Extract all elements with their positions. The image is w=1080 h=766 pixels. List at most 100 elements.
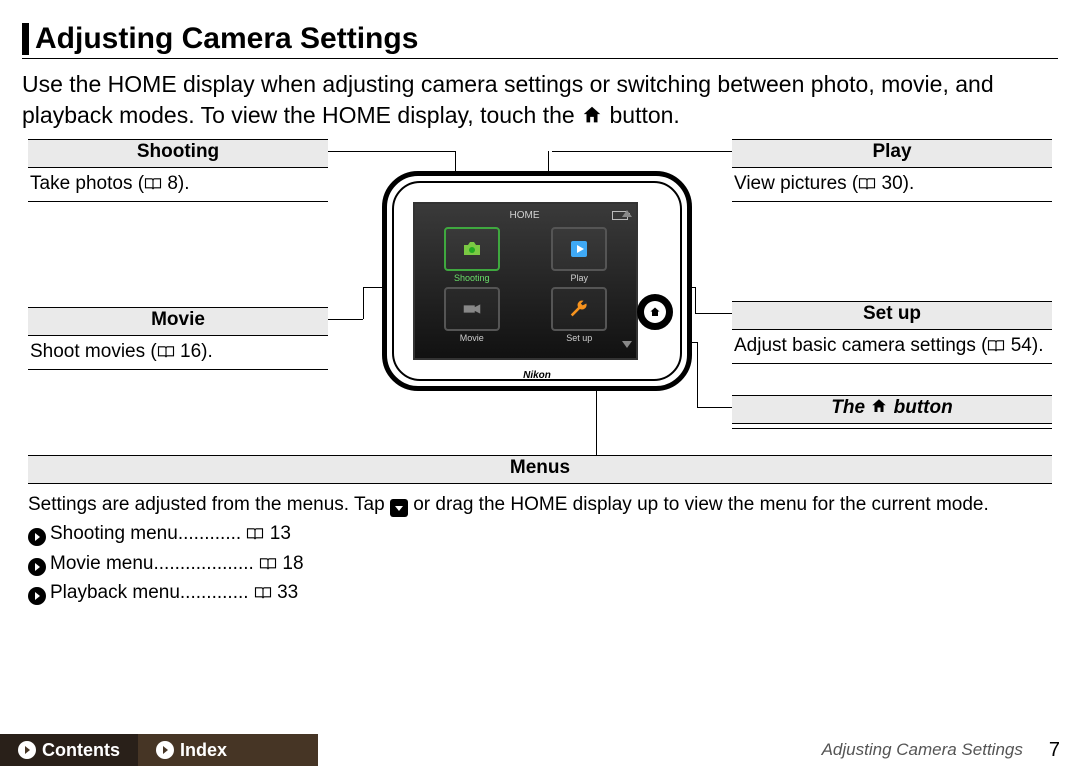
menus-desc-pre: Settings are adjusted from the menus. Ta… — [28, 494, 390, 515]
label-homebutton: The button — [732, 395, 1052, 429]
home-icon — [581, 104, 603, 126]
tile-play-box — [551, 227, 607, 271]
label-homebtn-a: The — [831, 397, 870, 418]
label-movie: Movie Shoot movies ( 16). — [28, 307, 328, 370]
menus-title: Menus — [28, 455, 1052, 484]
label-shooting-title: Shooting — [28, 139, 328, 168]
footer-index-button[interactable]: Index — [138, 734, 318, 766]
menu-link-page: 18 — [277, 553, 303, 574]
tile-shooting-label: Shooting — [454, 273, 490, 283]
movie-icon — [458, 298, 486, 320]
label-movie-pre: Shoot movies ( — [30, 341, 157, 362]
connector — [697, 342, 698, 408]
connector — [698, 407, 732, 408]
link-arrow-icon — [18, 741, 36, 759]
footer-nav: Contents Index — [0, 734, 318, 766]
home-icon — [870, 397, 888, 415]
label-setup: Set up Adjust basic camera settings ( 54… — [732, 301, 1052, 364]
tile-setup-box — [551, 287, 607, 331]
label-movie-body: Shoot movies ( 16). — [28, 336, 328, 370]
triangle-down-icon — [622, 341, 632, 348]
tile-play-label: Play — [570, 273, 588, 283]
tile-movie-box — [444, 287, 500, 331]
label-setup-body: Adjust basic camera settings ( 54). — [732, 330, 1052, 364]
connector — [328, 319, 363, 320]
footer-contents-button[interactable]: Contents — [0, 734, 138, 766]
label-play-pre: View pictures ( — [734, 173, 858, 194]
down-arrow-box-icon — [390, 499, 408, 517]
page-footer: Contents Index Adjusting Camera Settings… — [0, 734, 1080, 766]
intro-paragraph: Use the HOME display when adjusting came… — [22, 69, 1058, 131]
screen-topbar: HOME — [423, 210, 628, 221]
label-play-page: 30). — [876, 173, 914, 194]
connector — [695, 287, 696, 314]
menu-link-playback[interactable]: Playback menu............. 33 — [28, 578, 1052, 607]
footer-index-label: Index — [180, 740, 227, 761]
brand-label: Nikon — [523, 370, 551, 381]
menu-link-page: 13 — [264, 523, 290, 544]
connector — [363, 287, 364, 319]
app-grid: Shooting Play Movie — [423, 227, 628, 343]
footer-contents-label: Contents — [42, 740, 120, 761]
play-icon — [567, 237, 591, 261]
camera-home-button — [637, 294, 673, 330]
menu-link-label: Shooting menu — [50, 523, 178, 544]
menus-desc: Settings are adjusted from the menus. Ta… — [28, 490, 1052, 519]
label-movie-title: Movie — [28, 307, 328, 336]
title-bar: Adjusting Camera Settings — [22, 22, 1058, 59]
scroll-indicators — [622, 210, 632, 348]
tile-shooting-box — [444, 227, 500, 271]
camera-icon — [457, 237, 487, 261]
label-setup-title: Set up — [732, 301, 1052, 330]
label-play: Play View pictures ( 30). — [732, 139, 1052, 202]
menu-link-dots: ............ — [178, 523, 241, 544]
book-icon — [858, 177, 876, 192]
label-shooting-pre: Take photos ( — [30, 173, 144, 194]
label-setup-pre: Adjust basic camera settings ( — [734, 335, 987, 356]
connector — [552, 151, 732, 152]
menu-link-dots: ................... — [154, 553, 254, 574]
page-title: Adjusting Camera Settings — [35, 22, 418, 56]
tile-setup-label: Set up — [566, 333, 592, 343]
menu-link-movie[interactable]: Movie menu................... 18 — [28, 549, 1052, 578]
link-arrow-icon — [28, 558, 46, 576]
title-accent — [22, 23, 29, 55]
screen-home-label: HOME — [437, 210, 612, 221]
tile-movie-label: Movie — [460, 333, 484, 343]
footer-trail-text: Adjusting Camera Settings — [822, 740, 1023, 760]
home-icon — [649, 306, 661, 318]
menu-link-label: Movie menu — [50, 553, 154, 574]
camera-body: HOME Shooting — [382, 171, 692, 391]
book-icon — [246, 527, 264, 542]
diagram-area: Shooting Take photos ( 8). Movie Shoot m… — [22, 139, 1058, 599]
menu-link-label: Playback menu — [50, 582, 180, 603]
footer-page-number: 7 — [1049, 739, 1060, 762]
label-shooting-page: 8). — [162, 173, 189, 194]
tile-shooting: Shooting — [423, 227, 521, 283]
footer-trail: Adjusting Camera Settings 7 — [318, 734, 1080, 766]
book-icon — [144, 177, 162, 192]
menu-link-page: 33 — [272, 582, 298, 603]
book-icon — [987, 339, 1005, 354]
book-icon — [259, 557, 277, 572]
book-icon — [254, 586, 272, 601]
menu-link-shooting[interactable]: Shooting menu............ 13 — [28, 519, 1052, 548]
camera-illustration: HOME Shooting — [382, 171, 692, 391]
label-homebtn-b: button — [894, 397, 953, 418]
menus-desc-post: or drag the HOME display up to view the … — [413, 494, 989, 515]
menus-block: Menus Settings are adjusted from the men… — [28, 455, 1052, 608]
menus-body: Settings are adjusted from the menus. Ta… — [28, 484, 1052, 608]
label-setup-page: 54). — [1005, 335, 1043, 356]
label-shooting: Shooting Take photos ( 8). — [28, 139, 328, 202]
label-shooting-body: Take photos ( 8). — [28, 168, 328, 202]
connector — [696, 313, 732, 314]
label-play-title: Play — [732, 139, 1052, 168]
tile-play: Play — [531, 227, 629, 283]
link-arrow-icon — [28, 587, 46, 605]
menu-link-dots: ............. — [180, 582, 249, 603]
tile-movie: Movie — [423, 287, 521, 343]
connector — [328, 151, 455, 152]
link-arrow-icon — [156, 741, 174, 759]
triangle-up-icon — [622, 210, 632, 217]
intro-text-b: button. — [609, 102, 679, 128]
